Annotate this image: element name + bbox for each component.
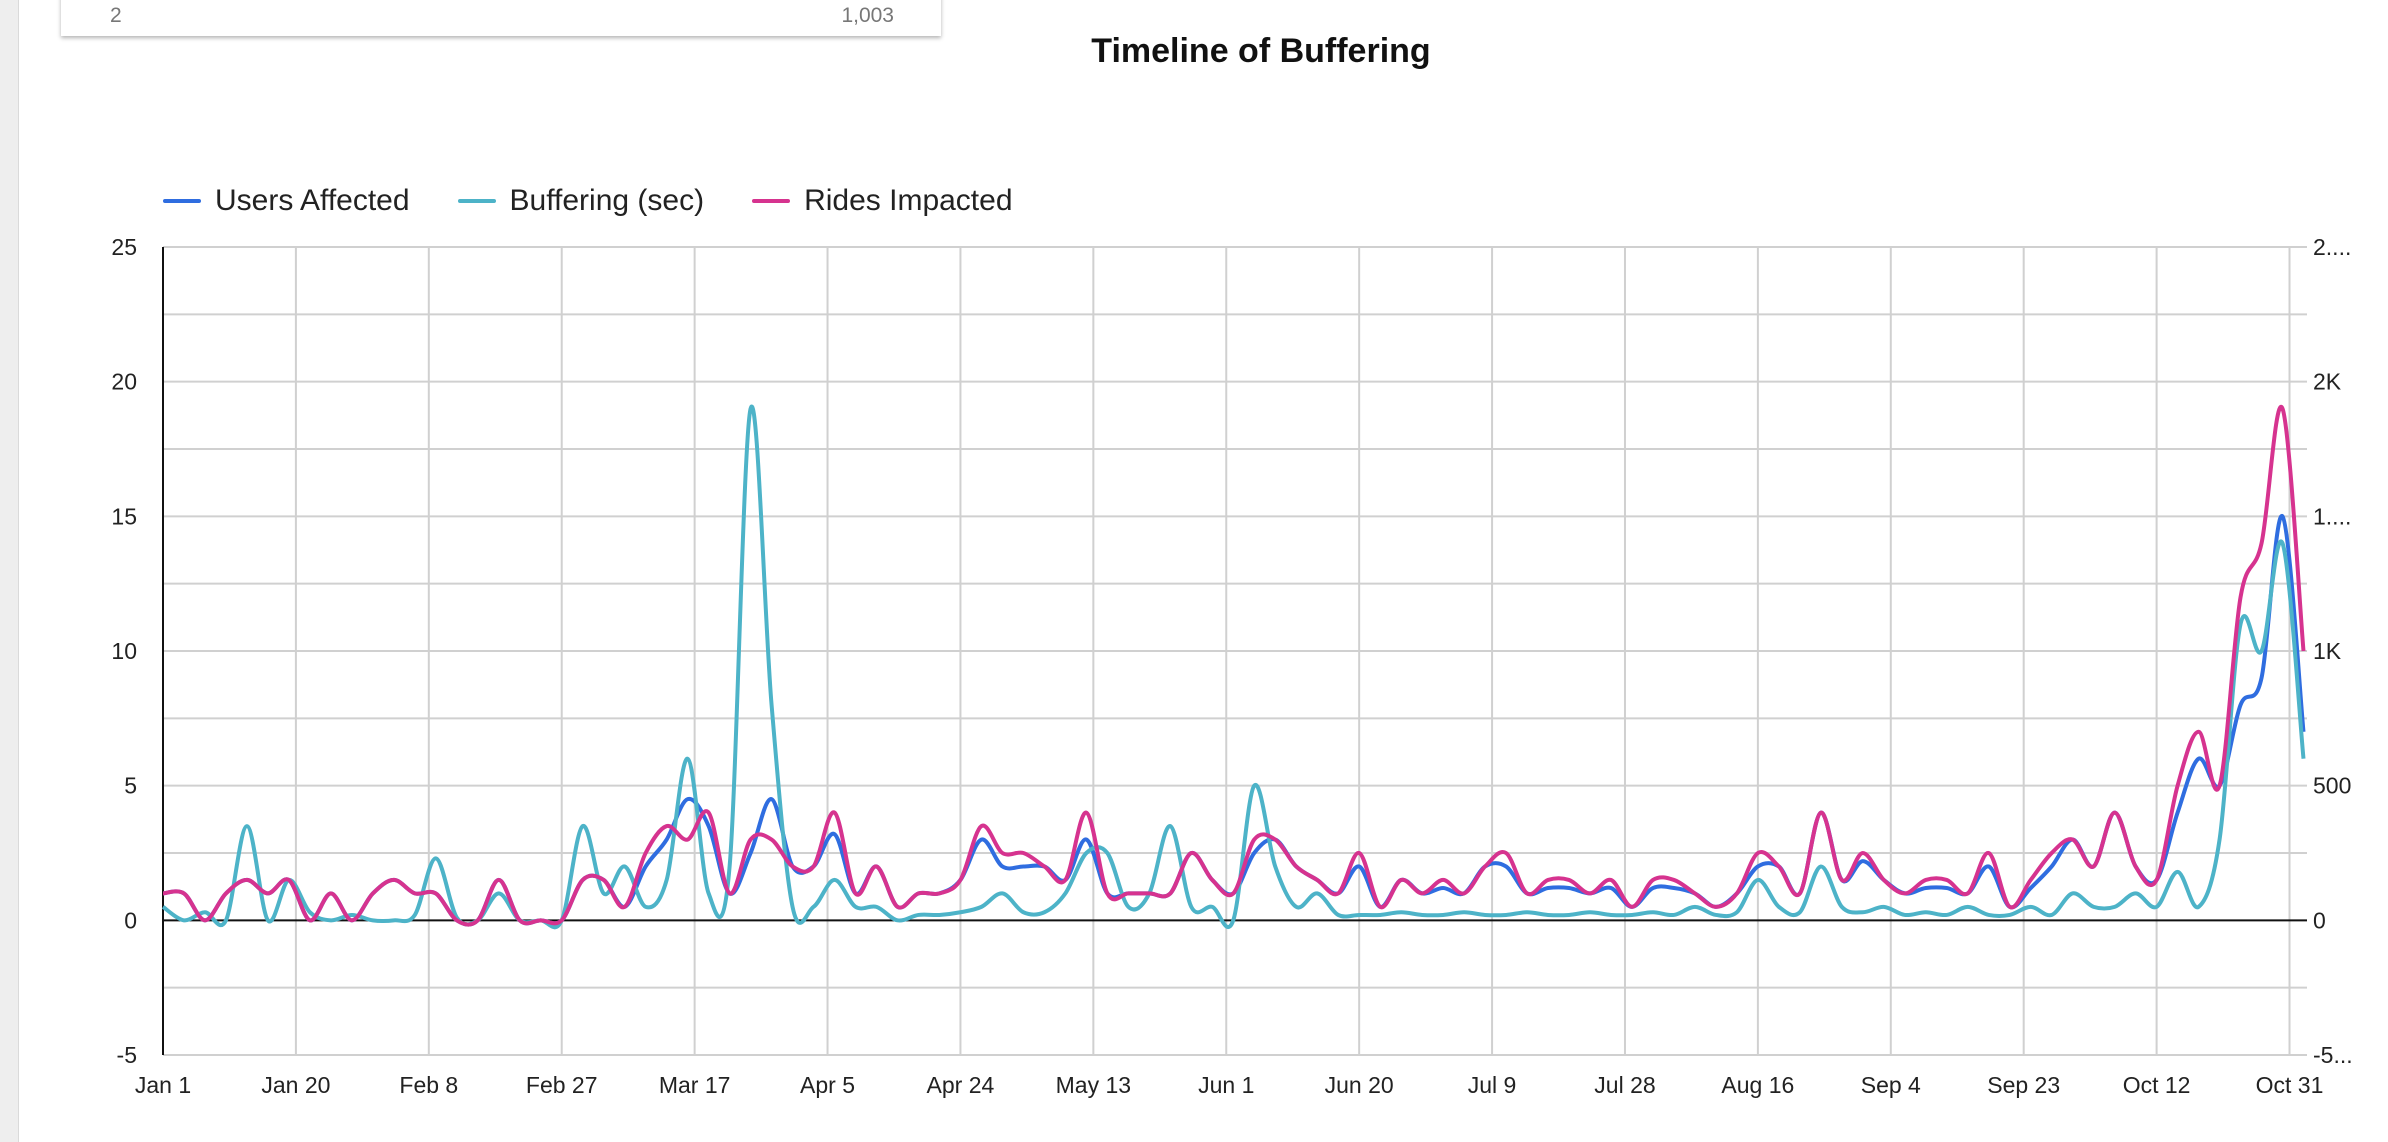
x-tick-label: Sep 23: [1987, 1072, 2060, 1098]
chart-legend: Users Affected Buffering (sec) Rides Imp…: [163, 184, 1013, 218]
legend-item-users-affected[interactable]: Users Affected: [163, 184, 410, 218]
table-card: 2 1,003: [61, 0, 941, 36]
x-tick-label: Mar 17: [659, 1072, 731, 1098]
x-tick-label: Sep 4: [1861, 1072, 1921, 1098]
y-right-tick-label: 0: [2313, 907, 2326, 933]
legend-swatch: [163, 199, 201, 203]
table-row-value: 1,003: [841, 4, 894, 27]
y-left-tick-label: 25: [111, 234, 137, 260]
y-left-tick-label: -5: [117, 1042, 137, 1068]
x-tick-label: Apr 24: [927, 1072, 995, 1098]
legend-item-rides-impacted[interactable]: Rides Impacted: [752, 184, 1013, 218]
x-tick-label: Apr 5: [800, 1072, 855, 1098]
legend-label: Buffering (sec): [509, 184, 705, 217]
left-panel-edge: [0, 0, 19, 1142]
series-line-rides-impacted: [162, 404, 2306, 927]
x-tick-label: May 13: [1056, 1072, 1131, 1098]
y-left-tick-label: 5: [124, 773, 137, 799]
x-tick-label: Jan 1: [135, 1072, 191, 1098]
y-right-tick-label: 1K: [2313, 638, 2342, 664]
legend-item-buffering[interactable]: Buffering (sec): [457, 184, 705, 218]
x-tick-label: Jun 20: [1325, 1072, 1394, 1098]
x-tick-label: Jun 1: [1198, 1072, 1254, 1098]
y-right-tick-label: 500: [2313, 773, 2351, 799]
x-tick-label: Oct 12: [2123, 1072, 2191, 1098]
x-tick-label: Feb 8: [399, 1072, 458, 1098]
y-right-tick-label: 2K: [2313, 369, 2342, 395]
y-right-tick-label: 2....: [2313, 234, 2351, 260]
x-tick-label: Feb 27: [526, 1072, 598, 1098]
legend-label: Rides Impacted: [804, 184, 1013, 217]
x-tick-label: Oct 31: [2256, 1072, 2324, 1098]
chart-title: Timeline of Buffering: [1091, 32, 1431, 70]
y-right-tick-label: 1....: [2313, 503, 2351, 529]
legend-swatch: [457, 199, 496, 203]
y-left-tick-label: 0: [124, 907, 137, 933]
legend-swatch: [752, 199, 791, 203]
x-tick-label: Jul 28: [1594, 1072, 1655, 1098]
legend-label: Users Affected: [215, 184, 410, 217]
x-tick-label: Aug 16: [1721, 1072, 1794, 1098]
x-tick-label: Jan 20: [261, 1072, 330, 1098]
y-left-tick-label: 20: [111, 369, 137, 395]
y-right-tick-label: -5...: [2313, 1042, 2353, 1068]
series-line-buffering-sec: [161, 404, 2306, 930]
table-row-label: 2: [110, 4, 122, 27]
y-left-tick-label: 10: [111, 638, 137, 664]
y-left-tick-label: 15: [111, 503, 137, 529]
x-tick-label: Jul 9: [1468, 1072, 1517, 1098]
